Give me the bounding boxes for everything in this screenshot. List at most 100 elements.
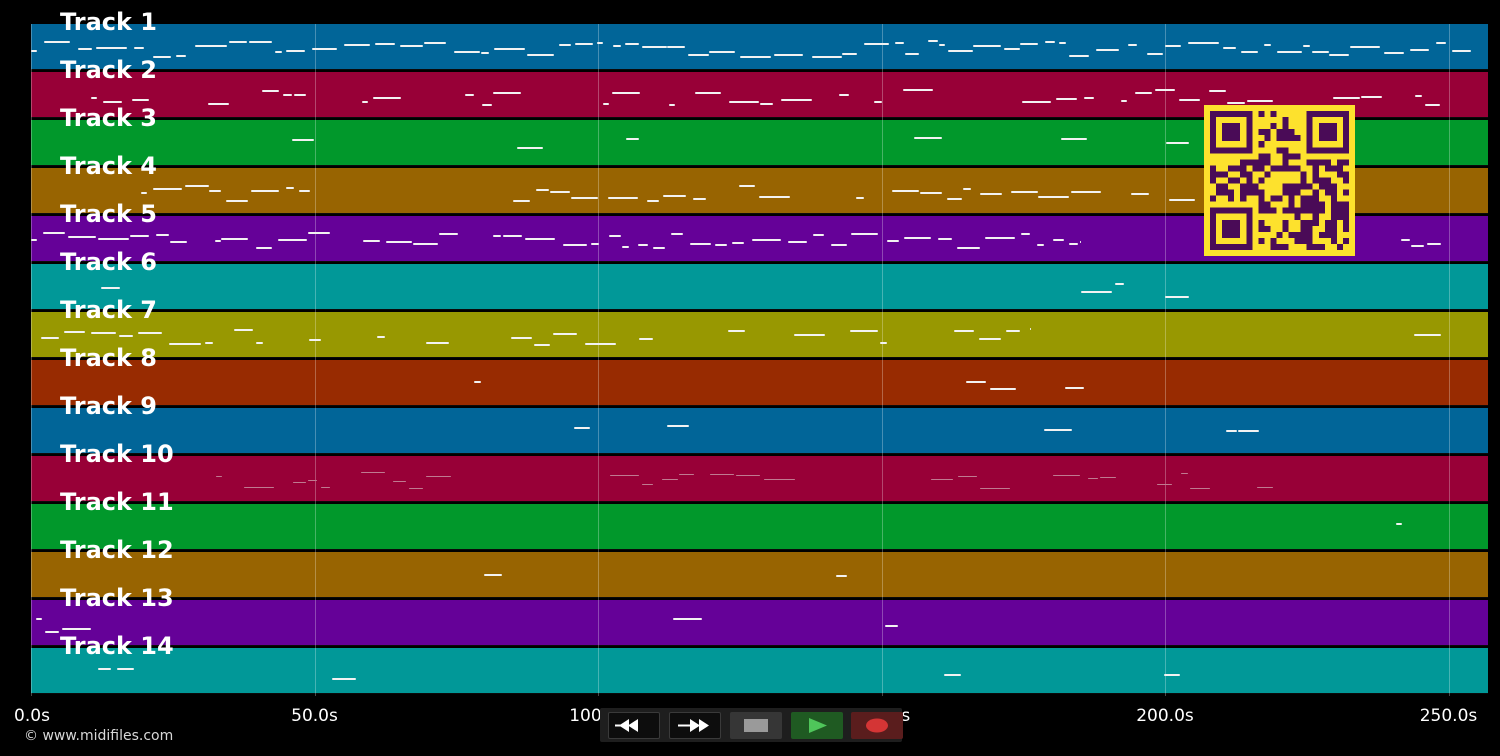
fast-forward-button[interactable] xyxy=(669,712,721,739)
note-mark xyxy=(731,241,744,244)
qr-code xyxy=(1204,105,1355,256)
note-mark xyxy=(321,487,331,489)
note-mark xyxy=(864,42,890,45)
rewind-button[interactable] xyxy=(608,712,660,739)
note-mark xyxy=(170,241,187,244)
note-mark xyxy=(1163,673,1180,676)
note-mark xyxy=(1413,333,1441,336)
note-mark xyxy=(249,40,272,43)
note-mark xyxy=(385,240,412,243)
note-mark xyxy=(710,473,735,475)
note-mark xyxy=(690,242,711,245)
track-label: Track 13 xyxy=(60,584,174,612)
note-mark xyxy=(714,243,728,246)
note-mark xyxy=(609,475,640,477)
note-mark xyxy=(607,196,639,199)
track-lane xyxy=(31,264,1488,310)
note-mark xyxy=(493,91,521,94)
note-mark xyxy=(774,54,804,57)
note-mark xyxy=(787,241,808,243)
note-mark xyxy=(131,99,149,102)
note-mark xyxy=(535,188,550,191)
note-mark xyxy=(596,41,603,44)
note-mark xyxy=(641,484,653,486)
track-label: Track 6 xyxy=(60,248,158,276)
note-mark xyxy=(1181,473,1189,475)
note-mark xyxy=(694,91,721,94)
note-mark xyxy=(481,51,490,54)
note-mark xyxy=(989,387,1017,390)
note-mark xyxy=(155,234,170,237)
note-mark xyxy=(973,45,1002,48)
note-mark xyxy=(1277,51,1302,54)
note-mark xyxy=(602,102,609,105)
note-mark xyxy=(360,472,385,474)
tick-label: 0.0s xyxy=(14,706,50,726)
note-mark xyxy=(903,237,932,240)
fast-forward-icon xyxy=(678,719,709,732)
note-mark xyxy=(928,40,938,43)
note-mark xyxy=(1154,88,1176,91)
note-mark xyxy=(553,333,577,336)
note-mark xyxy=(308,338,322,341)
note-mark xyxy=(1037,196,1070,199)
note-mark xyxy=(243,487,274,489)
note-mark xyxy=(980,487,1011,489)
note-mark xyxy=(885,624,898,627)
note-mark xyxy=(957,476,977,478)
note-mark xyxy=(835,575,847,578)
note-mark xyxy=(285,50,306,53)
note-mark xyxy=(1452,49,1471,52)
note-mark xyxy=(1263,44,1271,47)
note-mark xyxy=(1121,99,1128,102)
note-mark xyxy=(1225,430,1238,433)
note-mark xyxy=(662,479,679,481)
track-label: Track 14 xyxy=(60,632,174,660)
note-mark xyxy=(31,49,38,52)
note-mark xyxy=(40,337,59,340)
note-mark xyxy=(944,673,961,676)
note-mark xyxy=(1029,328,1031,331)
note-mark xyxy=(1165,45,1181,48)
note-mark xyxy=(574,426,590,429)
note-mark xyxy=(624,43,639,46)
note-mark xyxy=(739,55,772,58)
track-label: Track 7 xyxy=(60,296,158,324)
note-mark xyxy=(1058,42,1067,45)
note-mark xyxy=(1209,90,1226,93)
note-mark xyxy=(216,475,223,477)
note-mark xyxy=(937,238,953,241)
stop-button[interactable] xyxy=(730,712,782,739)
note-mark xyxy=(1240,51,1259,54)
note-mark xyxy=(229,41,247,44)
note-mark xyxy=(1019,43,1039,46)
note-mark xyxy=(903,89,933,92)
note-mark xyxy=(152,188,183,191)
gridline xyxy=(598,24,599,696)
note-mark xyxy=(474,380,481,383)
note-mark xyxy=(307,232,331,234)
note-mark xyxy=(1311,50,1329,53)
record-button[interactable] xyxy=(851,712,903,739)
note-mark xyxy=(938,43,946,46)
track-lane xyxy=(31,504,1488,550)
note-mark xyxy=(895,42,904,45)
note-mark xyxy=(1099,476,1117,478)
track-label: Track 1 xyxy=(60,8,158,36)
note-mark xyxy=(45,630,60,633)
note-mark xyxy=(575,43,594,46)
note-mark xyxy=(413,242,438,245)
note-mark xyxy=(638,337,654,340)
play-button[interactable] xyxy=(791,712,843,739)
copyright-text: © www.midifiles.com xyxy=(24,728,174,744)
note-mark xyxy=(1080,240,1081,243)
note-mark xyxy=(1227,102,1246,104)
note-mark xyxy=(308,480,317,482)
note-mark xyxy=(758,195,790,198)
note-mark xyxy=(256,342,264,345)
track-label: Track 12 xyxy=(60,536,174,564)
note-mark xyxy=(1043,428,1072,431)
note-mark xyxy=(652,247,666,250)
note-mark xyxy=(1396,522,1403,525)
